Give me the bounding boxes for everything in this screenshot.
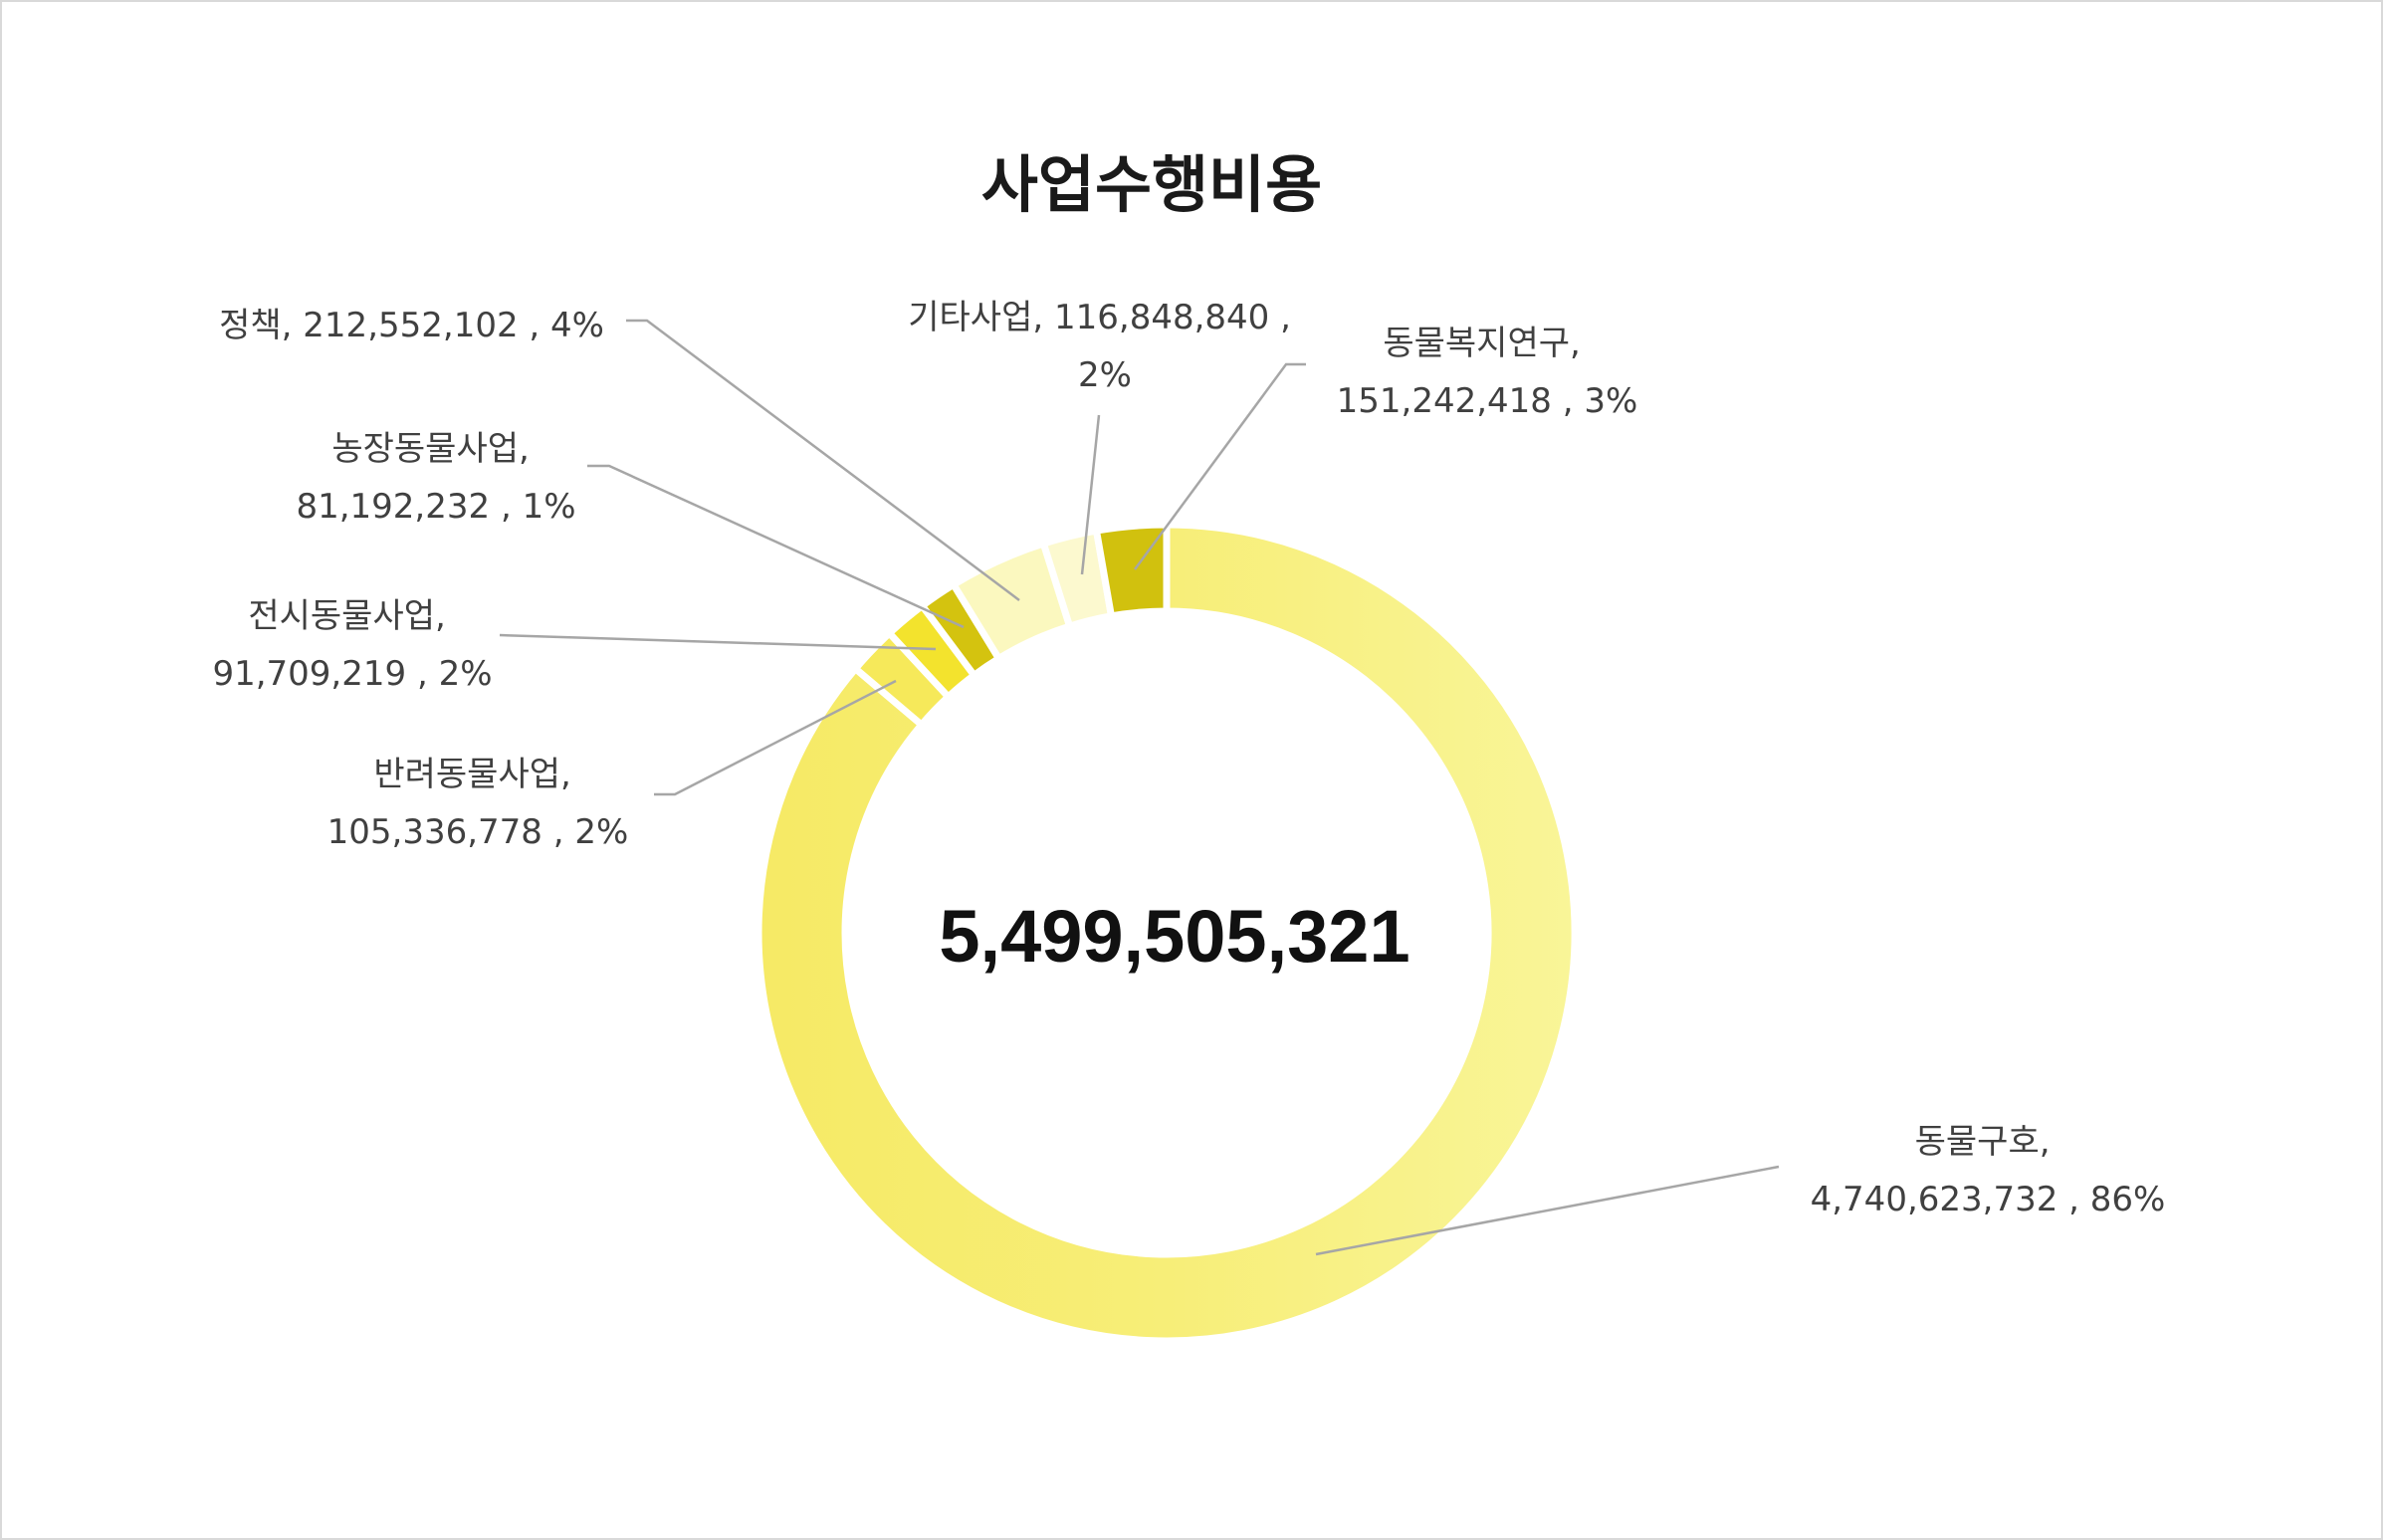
leader-line bbox=[499, 633, 937, 651]
label-value: 91,709,219 bbox=[212, 654, 406, 694]
leader-lines bbox=[499, 319, 1780, 1256]
label-name: 동물복지연구 bbox=[1383, 324, 1570, 363]
label-percent: 3% bbox=[1584, 381, 1637, 421]
leader-line bbox=[1315, 1165, 1780, 1256]
label-value: 116,848,840 bbox=[1054, 298, 1269, 337]
label-value: 105,336,778 bbox=[327, 812, 542, 852]
label-value: 4,740,623,732 bbox=[1811, 1180, 2058, 1219]
leader-line bbox=[654, 679, 897, 796]
data-label-other: 기타사업, 116,848,840 , 2% bbox=[908, 298, 1302, 395]
label-percent: 2% bbox=[574, 812, 628, 852]
slice-animal-rescue bbox=[755, 521, 1579, 1345]
leader-line bbox=[1133, 362, 1306, 570]
data-label-exhibit-animal: 전시동물사업, 91,709,219 , 2% bbox=[212, 596, 492, 694]
label-percent: 2% bbox=[439, 654, 493, 694]
data-label-companion-animal: 반려동물사업, 105,336,778 , 2% bbox=[327, 755, 629, 852]
label-name: 전시동물사업 bbox=[248, 596, 435, 636]
leader-line bbox=[1080, 414, 1101, 575]
data-label-animal-rescue: 동물구호, 4,740,623,732 , 86% bbox=[1811, 1122, 2166, 1219]
data-label-policy: 정책, 212,552,102 , 4% bbox=[219, 306, 604, 345]
slice-welfare-research bbox=[1092, 521, 1171, 620]
label-name: 정책 bbox=[219, 306, 282, 345]
label-name: 동물구호 bbox=[1915, 1122, 2040, 1162]
label-name: 기타사업 bbox=[908, 298, 1032, 337]
label-value: 151,242,418 bbox=[1337, 381, 1552, 421]
chart-title: 사업수행비용 bbox=[981, 148, 1322, 221]
label-value: 212,552,102 bbox=[303, 306, 518, 345]
label-value: 81,192,232 bbox=[296, 487, 490, 527]
label-percent: 2% bbox=[1078, 355, 1132, 395]
label-name: 반려동물사업 bbox=[373, 755, 560, 794]
leader-line bbox=[626, 319, 1020, 601]
label-percent: 86% bbox=[2090, 1180, 2166, 1219]
donut-slices bbox=[755, 521, 1579, 1345]
center-total: 5,499,505,321 bbox=[939, 895, 1409, 978]
data-label-farm-animal: 농장동물사업, 81,192,232 , 1% bbox=[296, 429, 575, 527]
label-name: 농장동물사업 bbox=[331, 429, 519, 469]
leader-line bbox=[587, 464, 965, 629]
data-label-welfare-research: 동물복지연구, 151,242,418 , 3% bbox=[1337, 324, 1638, 421]
label-percent: 4% bbox=[550, 306, 604, 345]
label-percent: 1% bbox=[523, 487, 576, 527]
